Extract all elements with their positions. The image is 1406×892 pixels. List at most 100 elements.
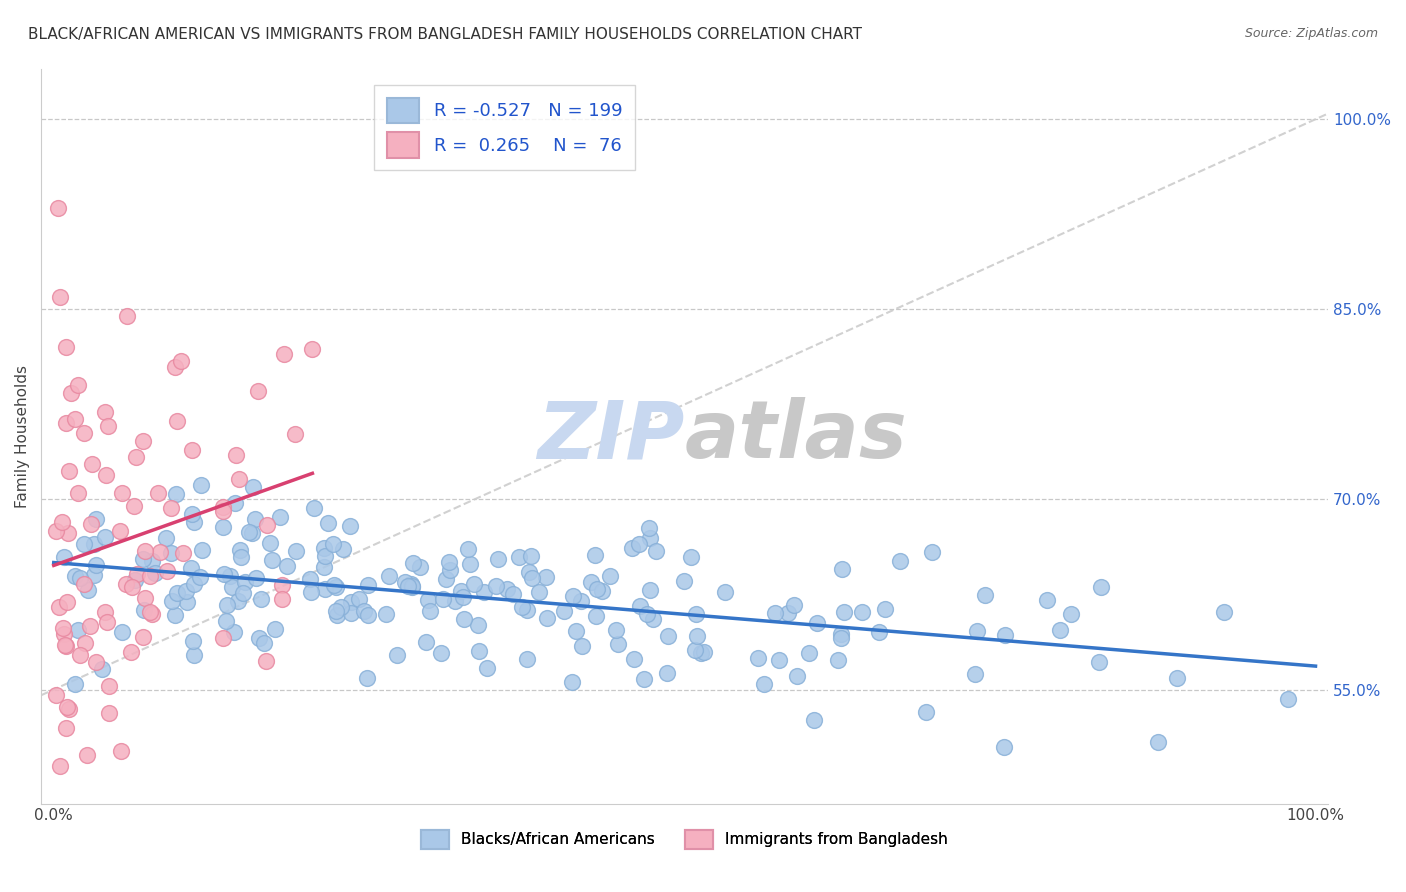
Point <box>183 515 205 529</box>
Point <box>579 574 602 589</box>
Point <box>84 558 107 573</box>
Point <box>238 525 260 540</box>
Point <box>166 586 188 600</box>
Point <box>60 385 83 400</box>
Point <box>58 464 80 478</box>
Point <box>221 581 243 595</box>
Point <box>45 688 67 702</box>
Text: Source: ZipAtlas.com: Source: ZipAtlas.com <box>1244 27 1378 40</box>
Point <box>183 634 205 648</box>
Point <box>415 635 437 649</box>
Point <box>222 625 245 640</box>
Point <box>621 541 644 555</box>
Point <box>259 536 281 550</box>
Point <box>166 414 188 428</box>
Point <box>591 583 613 598</box>
Point <box>623 652 645 666</box>
Point <box>463 576 485 591</box>
Point <box>224 495 246 509</box>
Point <box>55 639 77 653</box>
Point <box>97 419 120 434</box>
Point <box>399 576 422 591</box>
Point <box>314 560 336 574</box>
Point <box>1147 735 1170 749</box>
Point <box>176 595 198 609</box>
Point <box>468 644 491 658</box>
Point <box>401 578 423 592</box>
Point <box>534 570 557 584</box>
Point <box>212 631 235 645</box>
Point <box>172 546 194 560</box>
Point <box>768 653 790 667</box>
Point <box>271 578 294 592</box>
Point <box>451 590 474 604</box>
Point <box>1212 605 1234 619</box>
Point <box>599 568 621 582</box>
Point <box>1049 624 1071 638</box>
Point <box>73 537 96 551</box>
Point <box>460 557 482 571</box>
Point <box>79 618 101 632</box>
Point <box>655 666 678 681</box>
Point <box>269 510 291 524</box>
Point <box>378 569 401 583</box>
Point <box>536 611 558 625</box>
Point <box>48 599 70 614</box>
Point <box>394 574 416 589</box>
Point <box>76 747 98 762</box>
Point <box>49 758 72 772</box>
Point <box>585 609 607 624</box>
Point <box>115 310 138 324</box>
Point <box>510 600 533 615</box>
Point <box>63 568 86 582</box>
Point <box>84 655 107 669</box>
Point <box>284 427 307 442</box>
Point <box>69 648 91 663</box>
Point <box>993 739 1015 754</box>
Point <box>516 651 538 665</box>
Point <box>457 542 479 557</box>
Point <box>55 340 77 354</box>
Point <box>149 545 172 559</box>
Point <box>56 700 79 714</box>
Point <box>52 621 75 635</box>
Point <box>339 519 361 533</box>
Point <box>645 543 668 558</box>
Point <box>339 606 361 620</box>
Point <box>529 585 551 599</box>
Point <box>55 595 77 609</box>
Point <box>561 675 583 690</box>
Point <box>485 578 508 592</box>
Point <box>225 448 247 462</box>
Point <box>120 645 142 659</box>
Point <box>322 537 344 551</box>
Legend: Blacks/African Americans, Immigrants from Bangladesh: Blacks/African Americans, Immigrants fro… <box>415 824 955 855</box>
Point <box>67 624 90 638</box>
Point <box>508 549 530 564</box>
Point <box>270 592 292 607</box>
Point <box>432 592 454 607</box>
Point <box>408 560 430 574</box>
Point <box>325 580 347 594</box>
Point <box>747 650 769 665</box>
Point <box>966 624 988 638</box>
Point <box>253 636 276 650</box>
Point <box>974 588 997 602</box>
Point <box>693 645 716 659</box>
Point <box>301 342 323 356</box>
Point <box>233 575 256 590</box>
Point <box>247 384 270 399</box>
Y-axis label: Family Households: Family Households <box>15 365 30 508</box>
Point <box>752 677 775 691</box>
Point <box>231 549 253 564</box>
Point <box>55 417 77 431</box>
Point <box>636 607 658 621</box>
Point <box>689 646 711 660</box>
Point <box>520 571 543 585</box>
Point <box>108 524 131 538</box>
Point <box>63 411 86 425</box>
Point <box>803 713 825 727</box>
Point <box>453 612 475 626</box>
Point <box>111 625 134 640</box>
Point <box>52 627 75 641</box>
